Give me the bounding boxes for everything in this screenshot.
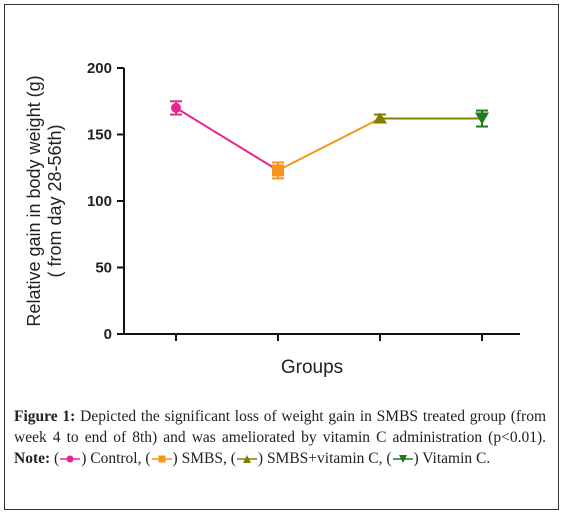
legend-label: Control, (90, 450, 142, 467)
legend-label: SMBS, (181, 450, 227, 467)
legend-label: SMBS+vitamin C, (266, 450, 383, 467)
series-markers (170, 100, 489, 180)
data-point (272, 164, 284, 177)
data-point (373, 112, 387, 124)
figure-frame (4, 4, 559, 510)
legend-symbol-icon (236, 453, 258, 465)
y-axis-sublabel: ( from day 28-56th) (45, 124, 65, 277)
y-tick-label: 200 (87, 60, 112, 77)
legend-entry: () Control, (54, 450, 142, 467)
y-tick-label: 50 (95, 260, 112, 277)
legend-symbol-icon (151, 453, 173, 465)
data-point (171, 102, 181, 113)
caption-text: Depicted the significant loss of weight … (14, 408, 547, 446)
y-axis-label-group: Relative gain in body weight (g) ( from … (24, 75, 65, 326)
data-point (475, 112, 489, 125)
x-ticks (175, 334, 483, 341)
series-lines (175, 107, 482, 172)
line-chart: 0 50 100 150 200 Groups Relative gain in bod… (24, 60, 520, 378)
legend-label: Vitamin C. (422, 450, 491, 467)
y-axis-label: Relative gain in body weight (g) (24, 75, 44, 326)
y-tick-label: 150 (87, 127, 112, 144)
caption-legend: () Control, () SMBS, () SMBS+vitamin C, … (54, 450, 490, 467)
y-tick-label: 100 (87, 193, 112, 210)
x-axis-label: Groups (281, 357, 343, 378)
legend-entry: () SMBS, (141, 450, 227, 467)
legend-entry: () Vitamin C. (382, 450, 491, 467)
note-label: Note: (14, 450, 51, 467)
figure-caption: Figure 1: Depicted the significant loss … (14, 406, 546, 469)
y-tick-label: 0 (104, 326, 112, 343)
figure-label: Figure 1: (14, 408, 76, 425)
y-ticks: 0 50 100 150 200 (87, 60, 124, 343)
series-segment (175, 107, 279, 172)
series-segment (277, 117, 381, 172)
legend-symbol-icon (392, 453, 414, 465)
legend-symbol-icon (59, 453, 81, 465)
legend-entry: () SMBS+vitamin C, (226, 450, 383, 467)
